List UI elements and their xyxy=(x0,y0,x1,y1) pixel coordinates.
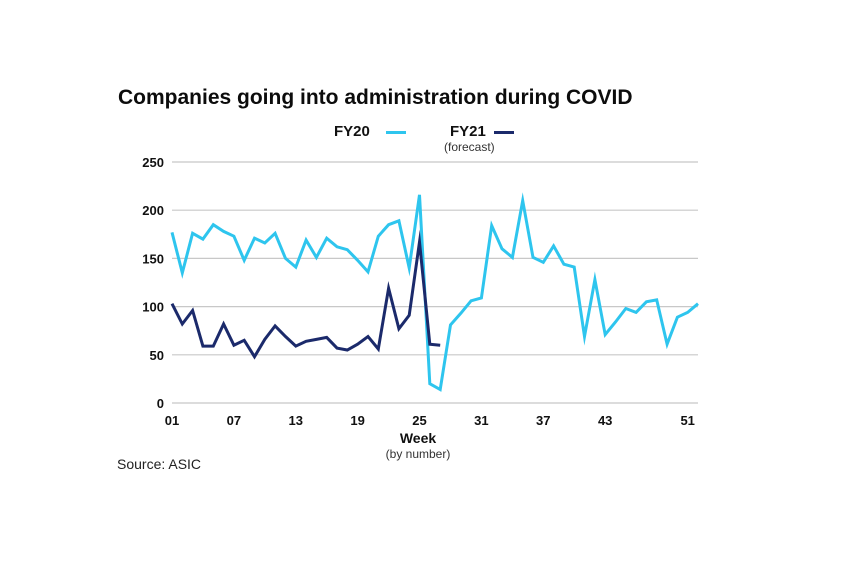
y-tick-label: 100 xyxy=(142,300,164,315)
legend-fy20-swatch xyxy=(386,131,406,134)
x-tick-label: 19 xyxy=(350,413,364,428)
y-tick-label: 150 xyxy=(142,251,164,266)
source-note: Source: ASIC xyxy=(117,456,202,472)
y-tick-label: 0 xyxy=(157,396,164,411)
y-tick-label: 250 xyxy=(142,155,164,170)
legend-fy21-swatch xyxy=(494,131,514,134)
x-tick-label: 31 xyxy=(474,413,488,428)
x-axis-subtitle: (by number) xyxy=(386,447,451,461)
x-tick-label: 51 xyxy=(680,413,694,428)
y-tick-label: 200 xyxy=(142,203,164,218)
series-line-fy21 xyxy=(170,229,441,360)
legend-fy21-note: (forecast) xyxy=(444,140,495,154)
x-tick-label: 01 xyxy=(165,413,179,428)
x-axis-title: Week xyxy=(400,430,437,446)
x-tick-label: 37 xyxy=(536,413,550,428)
x-tick-label: 43 xyxy=(598,413,612,428)
x-tick-label: 07 xyxy=(227,413,241,428)
legend-fy21-label: FY21 xyxy=(450,123,486,140)
series-line-fy20 xyxy=(170,192,699,392)
chart-title: Companies going into administration duri… xyxy=(118,86,633,109)
legend-fy20-label: FY20 xyxy=(334,123,370,140)
y-tick-label: 50 xyxy=(150,348,164,363)
x-tick-label: 25 xyxy=(412,413,426,428)
x-tick-label: 13 xyxy=(289,413,303,428)
